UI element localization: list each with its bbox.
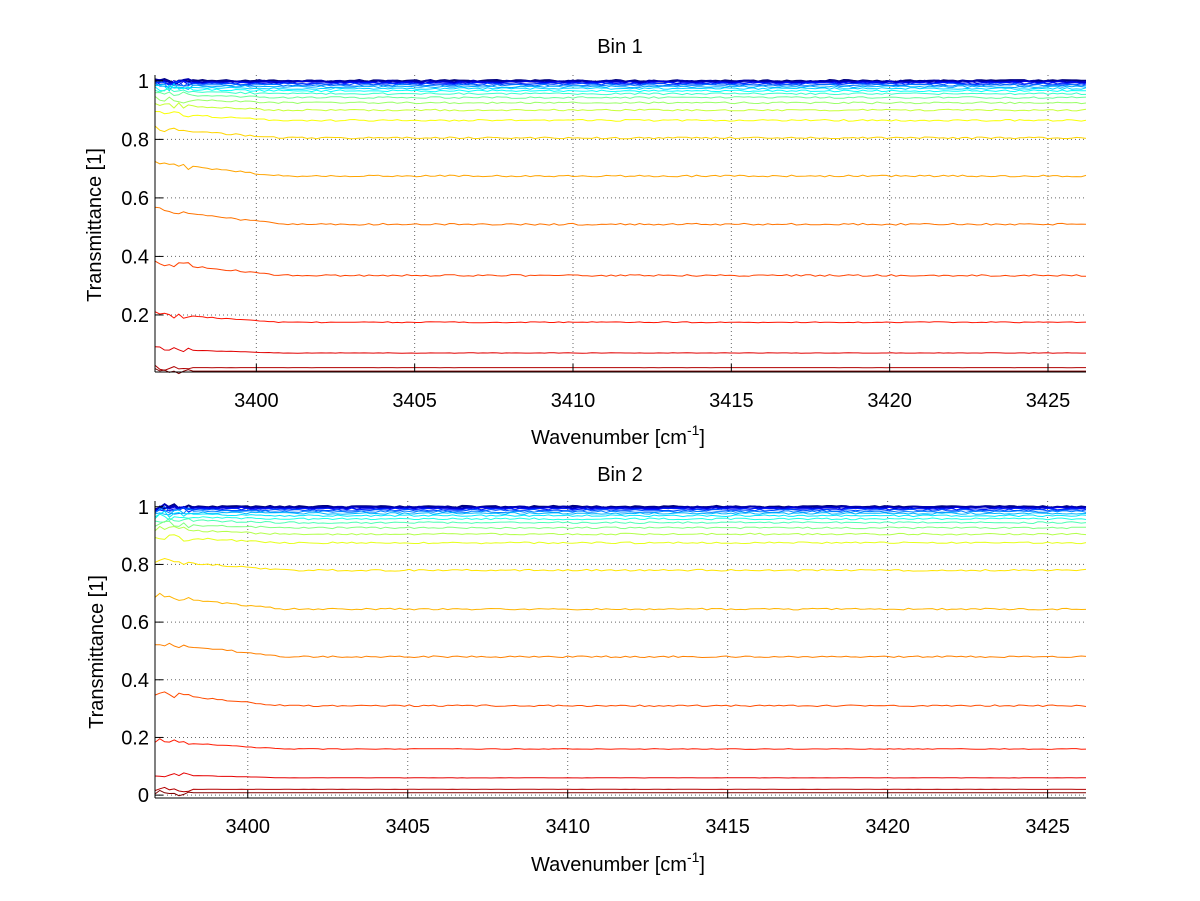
- series-line: [154, 102, 1087, 112]
- series-group: [154, 78, 1087, 375]
- y-ticks: 0.2 0.4 0.6 0.8 1: [121, 71, 163, 327]
- y-tick-label: 0: [138, 785, 149, 807]
- x-tick-label: 3405: [392, 390, 437, 412]
- x-axis-label-superscript: -1: [687, 422, 700, 438]
- series-line: [154, 83, 1087, 90]
- x-ticks: 3400 3405 3410 3415 3420 3425: [226, 790, 1070, 838]
- series-line: [155, 642, 1087, 659]
- y-tick-label: 0.4: [121, 246, 149, 268]
- x-tick-label: 3400: [226, 816, 271, 838]
- x-tick-label: 3420: [867, 390, 912, 412]
- y-tick-label: 0.6: [121, 188, 149, 210]
- y-tick-label: 1: [138, 497, 149, 519]
- series-line: [154, 772, 1086, 779]
- x-tick-label: 3420: [865, 816, 910, 838]
- series-line: [154, 84, 1087, 93]
- y-tick-label: 0.8: [121, 554, 149, 576]
- series-line: [154, 206, 1087, 226]
- x-tick-label: 3400: [234, 390, 279, 412]
- series-line: [154, 82, 1087, 92]
- series-line: [154, 160, 1087, 178]
- series-line: [154, 738, 1087, 750]
- series-line: [154, 789, 1086, 797]
- y-axis-label: Transmittance [1]: [86, 575, 108, 729]
- series-line: [154, 513, 1087, 521]
- plot-area: [155, 501, 1086, 798]
- chart-title: Bin 2: [597, 464, 643, 486]
- axes: [154, 501, 1086, 799]
- series-line: [154, 534, 1087, 545]
- series-line: [154, 517, 1087, 525]
- series-line: [154, 87, 1087, 96]
- x-tick-label: 3425: [1026, 390, 1071, 412]
- y-tick-label: 0.4: [121, 670, 149, 692]
- y-tick-label: 0.8: [121, 129, 149, 151]
- x-tick-label: 3410: [551, 390, 596, 412]
- series-line: [154, 520, 1086, 530]
- series-line: [154, 260, 1086, 277]
- x-axis-label: Wavenumber [cm-1]: [531, 849, 705, 876]
- series-line: [154, 505, 1087, 514]
- y-tick-label: 1: [138, 71, 149, 93]
- y-axis-label: Transmittance [1]: [84, 148, 106, 302]
- series-line: [154, 525, 1087, 536]
- x-tick-label: 3410: [545, 816, 590, 838]
- x-axis-label: Wavenumber [cm-1]: [531, 422, 705, 449]
- y-tick-label: 0.2: [121, 305, 149, 327]
- series-line: [154, 364, 1086, 371]
- series-line: [154, 78, 1087, 86]
- series-line: [154, 510, 1087, 518]
- x-tick-label: 3425: [1025, 816, 1070, 838]
- series-line: [154, 91, 1087, 99]
- x-tick-label: 3405: [385, 816, 430, 838]
- y-tick-label: 0.6: [121, 612, 149, 634]
- series-line: [154, 82, 1087, 88]
- series-line: [154, 592, 1087, 611]
- series-line: [154, 368, 1086, 375]
- series-line: [154, 80, 1087, 86]
- series-line: [154, 79, 1087, 86]
- x-axis-label-superscript: -1: [687, 849, 700, 865]
- series-line: [154, 81, 1087, 87]
- subplot-bin-1: Bin 1 3400 3405 3410 3415 3420 3425 0.2 0.4 0.6…: [84, 36, 1087, 449]
- series-line: [154, 507, 1087, 515]
- axes: [154, 75, 1086, 373]
- y-ticks: 0 0.2 0.4 0.6 0.8 1: [121, 497, 163, 807]
- x-tick-label: 3415: [709, 390, 754, 412]
- series-group: [154, 502, 1087, 797]
- series-line: [154, 346, 1086, 354]
- series-line: [154, 557, 1087, 572]
- series-line: [154, 786, 1086, 793]
- chart-title: Bin 1: [597, 36, 643, 58]
- series-line: [154, 125, 1087, 140]
- subplot-bin-2: Bin 2 3400 3405 3410 3415 3420 3425 0 0.2 0.4 0.…: [86, 464, 1087, 876]
- series-line: [154, 111, 1087, 122]
- grid: [155, 501, 1086, 798]
- series-line: [154, 311, 1087, 324]
- series-line: [154, 96, 1087, 105]
- x-ticks: 3400 3405 3410 3415 3420 3425: [234, 364, 1070, 412]
- series-line: [154, 509, 1087, 516]
- x-tick-label: 3415: [705, 816, 750, 838]
- y-tick-label: 0.2: [121, 727, 149, 749]
- series-line: [154, 691, 1087, 708]
- series-line: [154, 507, 1087, 513]
